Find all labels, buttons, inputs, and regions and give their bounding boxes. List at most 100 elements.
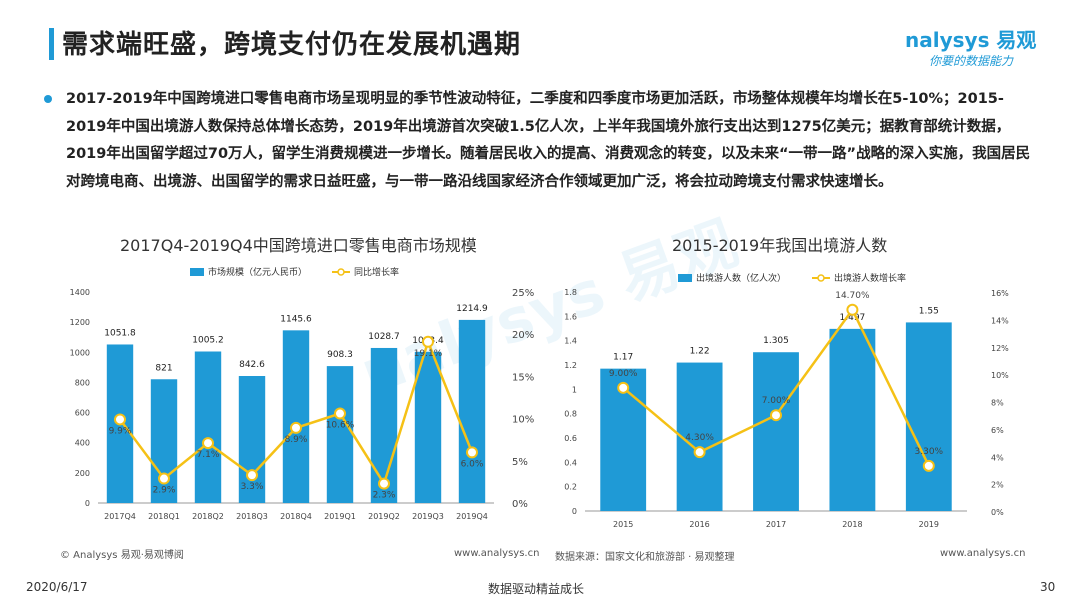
x-tick-label: 2018Q4 — [280, 512, 312, 521]
y-tick-label: 0 — [85, 499, 90, 508]
logo-tagline: 你要的数据能力 — [929, 54, 1014, 68]
chart1-retail-ecommerce: 市场规模（亿元人民币） 同比增长率 0 200 400 600 800 1000 1200 140… — [70, 266, 535, 521]
y2-tick-label: 0% — [512, 499, 528, 510]
y2-tick-label: 6% — [991, 426, 1004, 435]
x-tick-label: 2015 — [613, 520, 633, 528]
y-tick-label: 1 — [572, 385, 577, 394]
legend-line-marker — [817, 274, 825, 282]
growth-rate-marker — [770, 409, 782, 422]
y-tick-label: 1.4 — [564, 337, 577, 346]
x-tick-label: 2018Q1 — [148, 512, 180, 521]
growth-rate-marker — [422, 335, 434, 348]
growth-rate-label: 3.3% — [241, 482, 264, 492]
x-tick-label: 2018Q3 — [236, 512, 268, 521]
x-tick-label: 2018 — [842, 520, 862, 528]
y2-tick-label: 5% — [512, 457, 528, 468]
y-tick-label: 0.2 — [564, 483, 577, 492]
footer-date: 2020/6/17 — [26, 580, 88, 594]
x-tick-label: 2019Q4 — [456, 512, 488, 521]
legend-line-label: 同比增长率 — [354, 266, 399, 278]
bar — [458, 319, 486, 503]
y-tick-label: 1.6 — [564, 312, 577, 321]
growth-rate-label: 10.6% — [326, 421, 355, 431]
legend-line-label: 出境游人数增长率 — [834, 272, 906, 284]
y-tick-label: 1.8 — [564, 288, 577, 297]
y2-tick-label: 15% — [512, 372, 534, 383]
chart2-website: www.analysys.cn — [940, 548, 1026, 559]
growth-rate-marker — [114, 413, 126, 426]
bar-value-label: 1214.9 — [456, 304, 488, 314]
growth-rate-label: 19.1% — [414, 349, 443, 359]
legend-line-marker — [337, 268, 345, 276]
y2-tick-label: 4% — [991, 453, 1004, 462]
page-title: 需求端旺盛，跨境支付仍在发展机遇期 — [62, 30, 522, 60]
y2-tick-label: 20% — [512, 330, 534, 341]
title-accent-bar — [49, 28, 54, 60]
growth-rate-label: 6.0% — [461, 459, 484, 469]
y2-tick-label: 0% — [991, 508, 1004, 517]
x-tick-label: 2019Q2 — [368, 512, 400, 521]
y-tick-label: 0 — [572, 507, 577, 516]
growth-rate-label: 14.70% — [835, 291, 870, 301]
y-tick-label: 1000 — [70, 348, 90, 357]
growth-rate-marker — [922, 459, 935, 472]
y2-tick-label: 10% — [991, 371, 1009, 380]
bar — [676, 362, 723, 511]
x-tick-label: 2017 — [766, 520, 786, 528]
legend-bar-swatch — [678, 274, 692, 282]
growth-rate-marker — [617, 381, 630, 394]
y-tick-label: 0.6 — [564, 434, 577, 443]
growth-rate-label: 2.9% — [153, 486, 176, 496]
bar-value-label: 1005.2 — [192, 336, 224, 346]
y2-tick-label: 16% — [991, 289, 1009, 298]
growth-rate-marker — [846, 303, 859, 316]
bar — [753, 352, 799, 511]
legend-bar-swatch — [190, 268, 204, 276]
x-tick-label: 2016 — [689, 520, 709, 528]
footer-page-number: 30 — [1040, 580, 1056, 594]
growth-rate-marker — [246, 469, 258, 482]
y-tick-label: 200 — [75, 469, 90, 478]
summary-paragraph: 2017-2019年中国跨境进口零售电商市场呈现明显的季节性波动特征，二季度和四… — [66, 91, 1031, 190]
legend-bar-label: 市场规模（亿元人民币） — [208, 266, 307, 278]
bar-value-label: 1028.7 — [368, 332, 400, 342]
growth-rate-label: 7.1% — [197, 450, 220, 460]
bar — [905, 322, 952, 511]
x-tick-label: 2018Q2 — [192, 512, 224, 521]
footer-slogan: 数据驱动精益成长 — [488, 582, 585, 596]
chart2-outbound-travel: 出境游人数（亿人次） 出境游人数增长率 0 0.2 0.4 0.6 0.8 1 1.2 1.4 1.… — [564, 272, 1009, 528]
y-tick-label: 600 — [75, 409, 90, 418]
growth-rate-marker — [290, 421, 302, 434]
growth-rate-label: 3.30% — [915, 447, 944, 457]
growth-rate-marker — [158, 472, 170, 485]
y2-tick-label: 25% — [512, 288, 534, 299]
bar — [414, 351, 442, 503]
growth-rate-label: 4.30% — [685, 433, 714, 443]
x-tick-label: 2019Q1 — [324, 512, 356, 521]
bar-value-label: 821 — [155, 363, 172, 373]
x-tick-label: 2019 — [919, 520, 939, 528]
growth-rate-label: 9.9% — [109, 426, 132, 436]
y2-tick-label: 2% — [991, 481, 1004, 490]
y-tick-label: 1.2 — [564, 361, 577, 370]
growth-rate-marker — [202, 437, 214, 450]
bar-value-label: 1145.6 — [280, 314, 312, 324]
y-tick-label: 0.4 — [564, 458, 577, 467]
growth-rate-marker — [693, 446, 706, 459]
analysys-logo: nalysys 易观 你要的数据能力 — [905, 24, 1055, 74]
bar-value-label: 1.17 — [613, 353, 633, 363]
chart1-source: © Analysys 易观·易观博阅 — [60, 550, 184, 561]
growth-rate-label: 9.00% — [609, 369, 638, 379]
bar — [326, 366, 354, 503]
bar — [282, 330, 310, 503]
bullet-icon — [44, 95, 52, 103]
chart2-source: 数据来源：国家文化和旅游部 · 易观整理 — [555, 552, 735, 563]
growth-rate-marker — [334, 407, 346, 420]
y-tick-label: 800 — [75, 378, 90, 387]
bar-value-label: 908.3 — [327, 350, 353, 360]
bar — [829, 328, 876, 511]
legend-bar-label: 出境游人数（亿人次） — [696, 272, 786, 284]
bar-value-label: 1051.8 — [104, 328, 136, 338]
bar-value-label: 1.22 — [690, 347, 710, 357]
growth-rate-marker — [378, 477, 390, 490]
